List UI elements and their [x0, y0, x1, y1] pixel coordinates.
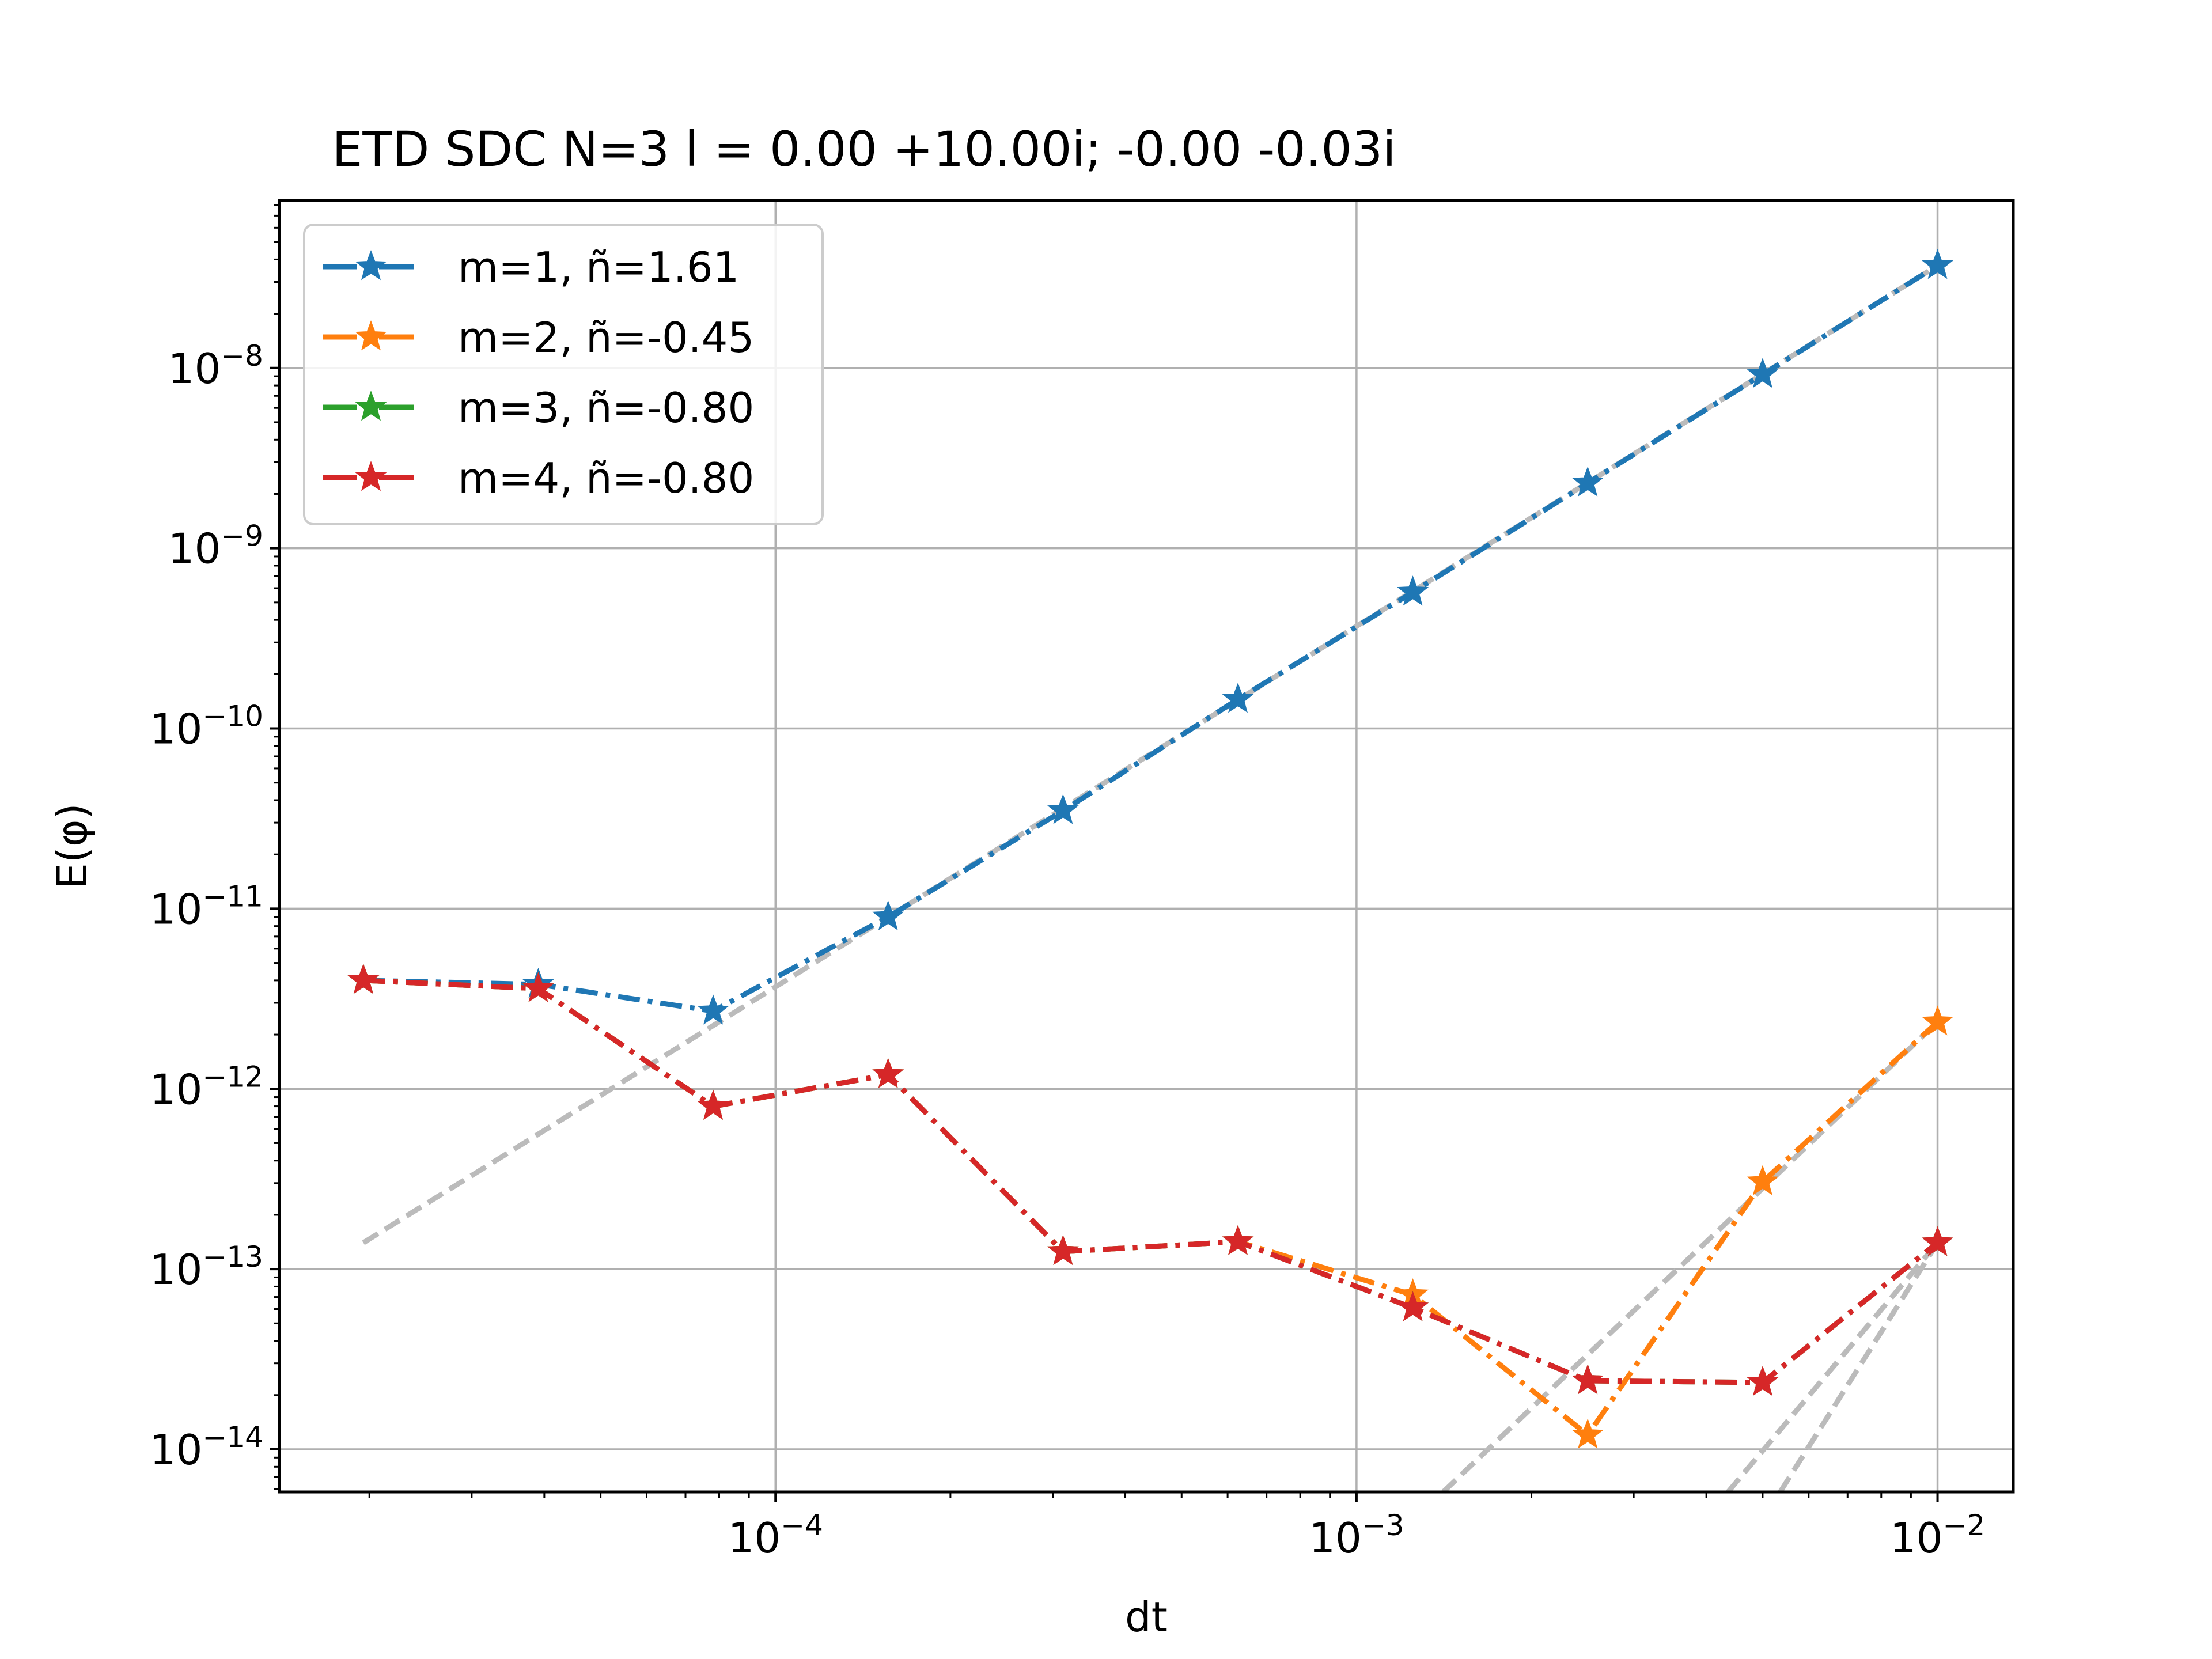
- data-point: [1571, 1418, 1604, 1449]
- legend: m=1, ñ=1.61 m=2, ñ=-0.45 m=3, ñ=-0.80 m=4, …: [303, 224, 824, 525]
- y-tick-label-exponent: −11: [202, 880, 263, 913]
- y-tick-label-exponent: −10: [202, 700, 263, 733]
- y-tick-label: 10−8: [168, 339, 263, 393]
- y-tick-label: 10−11: [150, 880, 263, 933]
- y-tick-label: 10−10: [150, 700, 263, 753]
- legend-frame: [303, 224, 824, 525]
- legend-swatch-marker: [355, 250, 387, 281]
- legend-entry: m=4, ñ=-0.80: [323, 454, 754, 502]
- series-line: [363, 263, 1939, 1014]
- data-point: [1047, 1234, 1079, 1266]
- x-tick-label-exponent: −4: [781, 1509, 823, 1542]
- data-point: [522, 972, 554, 1002]
- x-axis-label: dt: [1125, 1593, 1168, 1641]
- data-point: [1397, 1291, 1429, 1321]
- y-tick-label-base: 10: [168, 525, 221, 573]
- y-tick-label-exponent: −13: [202, 1240, 263, 1274]
- y-tick-label-exponent: −12: [202, 1060, 263, 1093]
- grid: [279, 200, 2013, 1492]
- y-tick-label-base: 10: [150, 1245, 203, 1294]
- series-m=4, ñ=-0.80: [347, 964, 1953, 1396]
- data-point: [1747, 358, 1779, 388]
- x-tick-label: 10−3: [1309, 1509, 1404, 1562]
- series-group: [347, 249, 1953, 1449]
- y-tick-label-base: 10: [150, 1065, 203, 1113]
- data-point: [1747, 1165, 1779, 1195]
- legend-label: m=4, ñ=-0.80: [458, 454, 754, 502]
- y-tick-label-exponent: −9: [221, 520, 263, 553]
- chart-title: ETD SDC N=3 l = 0.00 +10.00i; -0.00 -0.0…: [332, 121, 1396, 177]
- y-tick-label-base: 10: [150, 705, 203, 753]
- data-point: [1922, 1226, 1953, 1256]
- y-tick-label-base: 10: [168, 344, 221, 393]
- data-point: [872, 900, 904, 930]
- y-tick-label-exponent: −8: [221, 339, 263, 373]
- y-tick-label: 10−14: [150, 1421, 263, 1474]
- legend-label: m=1, ñ=1.61: [458, 243, 739, 291]
- data-point: [1922, 1005, 1953, 1036]
- y-tick-label-exponent: −14: [202, 1421, 263, 1454]
- x-tick-label-base: 10: [1309, 1514, 1362, 1562]
- legend-entry: m=1, ñ=1.61: [323, 243, 739, 291]
- x-tick-label-exponent: −2: [1942, 1509, 1985, 1542]
- plot-frame: [278, 199, 2015, 1494]
- legend-swatch-marker: [355, 320, 387, 351]
- x-axis-ticks: 10−4 10−3 10−2: [368, 1492, 1985, 1562]
- x-tick-label: 10−2: [1890, 1509, 1985, 1562]
- data-point: [1571, 1364, 1604, 1395]
- data-point: [1222, 1225, 1254, 1255]
- x-tick-label: 10−4: [728, 1509, 823, 1562]
- x-tick-label-exponent: −3: [1362, 1509, 1404, 1542]
- data-point: [697, 1089, 729, 1120]
- y-tick-label: 10−9: [168, 520, 263, 573]
- y-tick-label-base: 10: [150, 1426, 203, 1474]
- reference-line: [1726, 1241, 1940, 1494]
- x-tick-label-base: 10: [1890, 1514, 1943, 1562]
- legend-entry: m=2, ñ=-0.45: [323, 313, 754, 362]
- data-point: [697, 994, 729, 1025]
- legend-swatch-marker: [355, 461, 387, 491]
- legend-swatch-marker: [355, 391, 387, 421]
- series-line: [363, 978, 1940, 1385]
- data-point: [1222, 683, 1254, 713]
- data-point: [1747, 1366, 1779, 1396]
- y-tick-label-base: 10: [150, 885, 203, 933]
- data-point: [1571, 466, 1604, 497]
- reference-line: [1441, 1020, 1940, 1494]
- legend-entry: m=3, ñ=-0.80: [323, 384, 754, 432]
- data-point: [1397, 575, 1429, 606]
- legend-label: m=2, ñ=-0.45: [458, 313, 754, 362]
- data-point: [1922, 249, 1953, 279]
- legend-label: m=3, ñ=-0.80: [458, 384, 754, 432]
- y-axis-label: E(φ): [48, 803, 96, 889]
- data-point: [872, 1058, 904, 1088]
- data-point: [1047, 794, 1079, 824]
- y-tick-label: 10−12: [150, 1060, 263, 1113]
- x-tick-label-base: 10: [728, 1514, 781, 1562]
- y-tick-label: 10−13: [150, 1240, 263, 1294]
- data-point: [347, 964, 380, 994]
